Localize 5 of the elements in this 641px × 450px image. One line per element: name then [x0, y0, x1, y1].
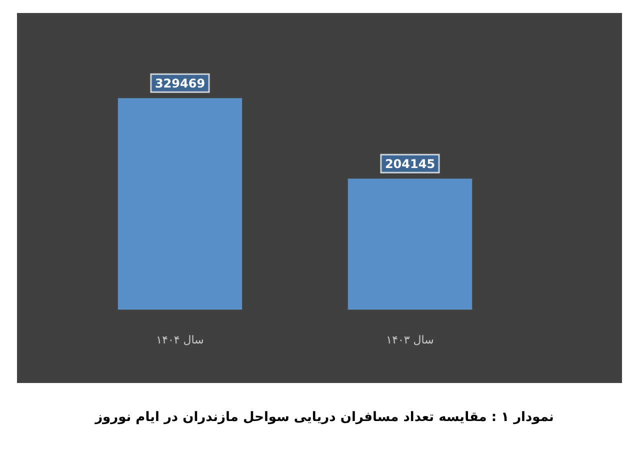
x-tick-label: سال ۱۴۰۴: [156, 333, 204, 346]
text: نمودار ۱ : مقایسه تعداد مسافران دریایی سواحل مازندران در ایام نوروز: [94, 410, 555, 425]
data-label: 204145: [384, 156, 436, 171]
x-tick-label: سال ۱۴۰۳: [386, 333, 434, 346]
data-label: 329469: [154, 76, 206, 90]
